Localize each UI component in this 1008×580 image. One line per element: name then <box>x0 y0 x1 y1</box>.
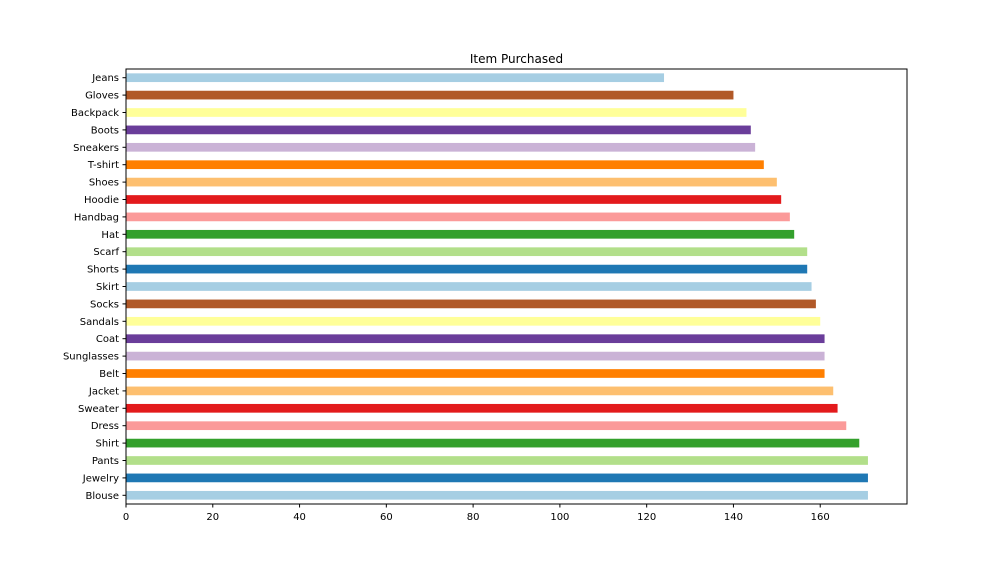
bar-sandals <box>126 316 821 326</box>
y-tick-label-jeans: Jeans <box>91 73 119 84</box>
bar-shoes <box>126 177 777 187</box>
bar-gloves <box>126 90 734 100</box>
y-tick-label-backpack: Backpack <box>71 108 119 119</box>
y-tick-label-shoes: Shoes <box>89 178 119 189</box>
bar-handbag <box>126 212 790 222</box>
y-tick-label-sandals: Sandals <box>80 317 119 328</box>
x-tick-label-160: 160 <box>811 512 830 523</box>
x-tick-label-80: 80 <box>467 512 480 523</box>
bar-sweater <box>126 403 838 413</box>
y-tick-label-jewelry: Jewelry <box>82 473 119 484</box>
chart-title: Item Purchased <box>470 52 563 66</box>
bar-scarf <box>126 247 808 257</box>
y-axis: Blouse Jewelry Pants Shirt Dress Sweater Jacke… <box>63 73 126 502</box>
bar-coat <box>126 334 825 344</box>
x-tick-label-140: 140 <box>724 512 743 523</box>
bar-jewelry <box>126 473 868 483</box>
bar-skirt <box>126 282 812 291</box>
bar-sunglasses <box>126 351 825 361</box>
y-tick-label-sneakers: Sneakers <box>73 143 119 154</box>
x-tick-label-100: 100 <box>550 512 569 523</box>
x-axis: 0 20 40 60 80 100 120 140 160 <box>123 504 830 523</box>
y-tick-label-shirt: Shirt <box>96 439 120 450</box>
bar-dress <box>126 421 847 431</box>
bar-sneakers <box>126 142 756 152</box>
y-tick-label-t-shirt: T-shirt <box>87 160 119 171</box>
y-tick-label-hoodie: Hoodie <box>84 195 119 206</box>
x-tick-label-40: 40 <box>293 512 306 523</box>
bar-socks <box>126 299 816 309</box>
y-tick-label-dress: Dress <box>91 421 119 432</box>
bar-hat <box>126 229 795 239</box>
y-tick-label-hat: Hat <box>101 230 119 241</box>
bar-hoodie <box>126 195 782 204</box>
x-tick-label-60: 60 <box>380 512 393 523</box>
bar-shorts <box>126 264 808 274</box>
bar-blouse <box>126 490 868 500</box>
bar-boots <box>126 125 751 135</box>
y-tick-label-sunglasses: Sunglasses <box>63 352 119 363</box>
y-tick-label-blouse: Blouse <box>86 491 119 502</box>
bar-t-shirt <box>126 160 764 170</box>
y-tick-label-jacket: Jacket <box>88 386 119 397</box>
y-tick-label-shorts: Shorts <box>87 265 119 276</box>
x-tick-label-0: 0 <box>123 512 129 523</box>
y-tick-label-belt: Belt <box>99 369 119 380</box>
y-tick-label-sweater: Sweater <box>78 404 120 415</box>
x-tick-label-120: 120 <box>637 512 656 523</box>
y-tick-label-socks: Socks <box>90 299 119 310</box>
y-tick-label-coat: Coat <box>96 334 119 345</box>
bar-jeans <box>126 73 665 83</box>
bar-belt <box>126 369 825 378</box>
x-tick-label-20: 20 <box>206 512 219 523</box>
bar-pants <box>126 456 868 465</box>
y-tick-label-pants: Pants <box>92 456 119 467</box>
y-tick-label-scarf: Scarf <box>93 247 119 258</box>
y-tick-label-gloves: Gloves <box>85 91 119 102</box>
y-tick-label-handbag: Handbag <box>74 212 119 223</box>
bars-layer <box>126 73 868 500</box>
y-tick-label-boots: Boots <box>91 125 119 136</box>
y-tick-label-skirt: Skirt <box>96 282 119 293</box>
bar-backpack <box>126 108 747 117</box>
bar-jacket <box>126 386 834 396</box>
bar-shirt <box>126 438 860 448</box>
